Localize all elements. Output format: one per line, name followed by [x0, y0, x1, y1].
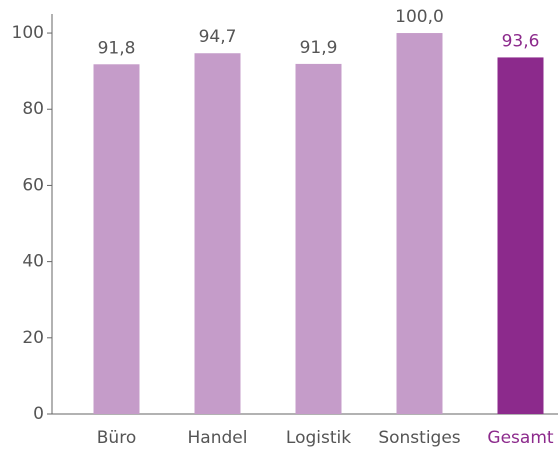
value-label: 91,8 — [98, 38, 136, 58]
y-tick-label: 0 — [33, 404, 44, 424]
bar — [295, 63, 342, 415]
value-label: 94,7 — [199, 27, 237, 47]
value-label: 91,9 — [300, 38, 338, 58]
x-tick-label: Sonstiges — [378, 428, 460, 448]
value-label: 93,6 — [502, 31, 540, 51]
bar — [497, 57, 544, 415]
y-tick-label: 100 — [12, 23, 44, 43]
x-tick-label: Gesamt — [487, 428, 553, 448]
y-tick-label: 20 — [22, 328, 44, 348]
bar — [93, 64, 140, 415]
y-tick-label: 60 — [22, 175, 44, 195]
value-label: 100,0 — [395, 7, 444, 27]
y-tick-label: 40 — [22, 252, 44, 272]
x-tick-label: Handel — [188, 428, 248, 448]
bar — [194, 53, 241, 414]
y-tick-label: 80 — [22, 99, 44, 119]
bar — [396, 33, 443, 415]
x-tick-label: Logistik — [286, 428, 351, 448]
x-tick-label: Büro — [97, 428, 136, 448]
